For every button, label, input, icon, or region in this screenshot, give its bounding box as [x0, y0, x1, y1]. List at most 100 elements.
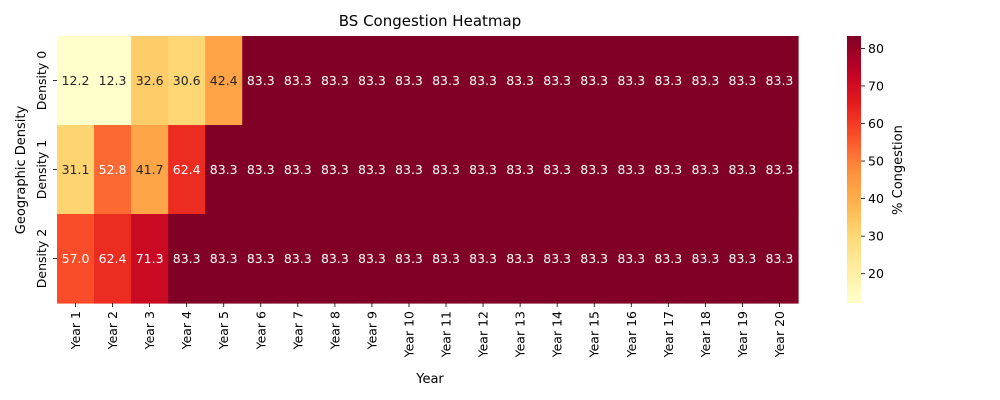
cell-value-label: 12.3 [99, 73, 127, 88]
cell-value-label: 41.7 [136, 162, 164, 177]
cell-value-label: 83.3 [284, 251, 312, 266]
cell-value-label: 83.3 [617, 73, 645, 88]
cell-value-label: 83.3 [617, 251, 645, 266]
heatmap-cell [760, 125, 799, 215]
heatmap-cell [427, 125, 466, 215]
cell-value-label: 83.3 [543, 251, 571, 266]
cell-value-label: 83.3 [395, 73, 423, 88]
x-tick-label: Year 12 [476, 311, 491, 358]
heatmap-cell [279, 214, 317, 304]
cell-value-label: 83.3 [580, 73, 608, 88]
heatmap-cell [760, 214, 799, 304]
cell-value-label: 83.3 [284, 162, 312, 177]
heatmap-cell [501, 125, 540, 215]
colorbar-tick-label: 30 [868, 229, 884, 244]
heatmap-cell [390, 125, 429, 215]
x-tick-label: Year 17 [661, 311, 676, 358]
heatmap-cell [279, 36, 317, 126]
cell-value-label: 83.3 [543, 73, 571, 88]
cell-value-label: 52.8 [99, 162, 127, 177]
x-tick-label: Year 8 [327, 311, 342, 350]
heatmap-cell [464, 214, 503, 304]
x-tick-label: Year 1 [68, 311, 83, 350]
heatmap-cell [686, 36, 725, 126]
heatmap-cell [205, 36, 243, 126]
heatmap-cell [205, 214, 243, 304]
x-tick-label: Year 10 [401, 311, 416, 358]
x-tick-label: Year 4 [179, 311, 194, 350]
cell-value-label: 83.3 [210, 162, 238, 177]
cell-value-label: 83.3 [729, 162, 757, 177]
colorbar [847, 36, 861, 303]
heatmap-cell [57, 125, 95, 215]
cell-value-label: 83.3 [580, 251, 608, 266]
cell-value-label: 30.6 [173, 73, 201, 88]
heatmap-cell [464, 125, 503, 215]
chart-title: BS Congestion Heatmap [339, 12, 521, 30]
y-tick-label: Density 0 [34, 51, 49, 110]
cell-value-label: 83.3 [432, 162, 460, 177]
heatmap-cell [131, 125, 169, 215]
colorbar-label: % Congestion [891, 125, 906, 215]
heatmap-cell [760, 36, 799, 126]
heatmap-cell [427, 214, 466, 304]
heatmap-cell [612, 36, 651, 126]
cell-value-label: 31.1 [62, 162, 90, 177]
x-tick-label: Year 15 [587, 311, 602, 358]
x-tick-label: Year 11 [439, 311, 454, 358]
colorbar-tick-label: 50 [868, 154, 884, 169]
heatmap-cell [464, 36, 503, 126]
cell-value-label: 83.3 [580, 162, 608, 177]
heatmap-cell [575, 125, 614, 215]
colorbar-tick-label: 60 [868, 116, 884, 131]
cell-value-label: 83.3 [654, 73, 682, 88]
cell-value-label: 83.3 [321, 73, 349, 88]
x-tick-label: Year 16 [624, 311, 639, 358]
cell-value-label: 83.3 [506, 73, 534, 88]
cell-value-label: 83.3 [395, 251, 423, 266]
cell-value-label: 42.4 [210, 73, 238, 88]
cell-value-label: 83.3 [210, 251, 238, 266]
y-tick-label: Density 2 [34, 229, 49, 288]
heatmap-cell [723, 36, 762, 126]
cell-value-label: 83.3 [729, 73, 757, 88]
cell-value-label: 57.0 [62, 251, 90, 266]
heatmap-cell [94, 214, 132, 304]
heatmap-cell [501, 214, 540, 304]
heatmap-cell [538, 125, 577, 215]
heatmap-cell [686, 125, 725, 215]
heatmap-cell [649, 214, 688, 304]
y-tick-label: Density 1 [34, 140, 49, 199]
cell-value-label: 83.3 [247, 73, 275, 88]
heatmap-cell [168, 36, 206, 126]
cell-value-label: 71.3 [136, 251, 164, 266]
cell-value-label: 83.3 [766, 251, 794, 266]
heatmap-cell [242, 36, 280, 126]
heatmap-cell [649, 125, 688, 215]
cell-value-label: 62.4 [173, 162, 201, 177]
cell-value-label: 83.3 [284, 73, 312, 88]
heatmap-cell [575, 214, 614, 304]
cell-value-label: 83.3 [432, 251, 460, 266]
cell-value-label: 32.6 [136, 73, 164, 88]
heatmap-cell [612, 125, 651, 215]
heatmap-cell [94, 36, 132, 126]
colorbar-tick-label: 80 [868, 41, 884, 56]
cell-value-label: 83.3 [358, 251, 386, 266]
cell-value-label: 83.3 [729, 251, 757, 266]
x-tick-label: Year 14 [550, 311, 565, 358]
cell-value-label: 83.3 [321, 251, 349, 266]
x-tick-label: Year 19 [735, 311, 750, 358]
heatmap-cell [686, 214, 725, 304]
heatmap-cell [316, 214, 354, 304]
heatmap-cell [316, 36, 354, 126]
heatmap-cell [723, 214, 762, 304]
heatmap-cell [575, 36, 614, 126]
x-tick-label: Year 5 [216, 311, 231, 350]
heatmap-cell [205, 125, 243, 215]
heatmap-cell [612, 214, 651, 304]
heatmap-cell [242, 214, 280, 304]
cell-value-label: 83.3 [358, 162, 386, 177]
colorbar-ticks: 20 30 40 50 60 70 80 [861, 41, 884, 281]
